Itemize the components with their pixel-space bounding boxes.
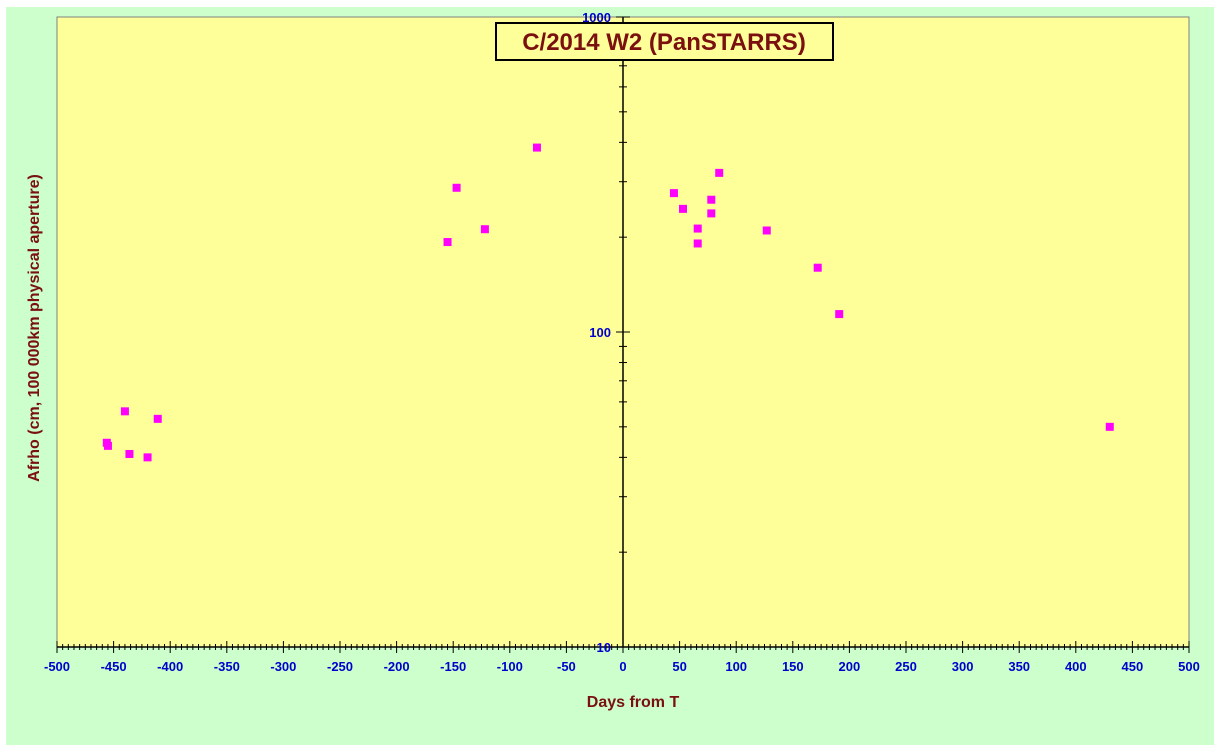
data-point	[762, 226, 771, 235]
y-tick-label: 10	[597, 640, 611, 655]
axes-group: -500 -450 -400 -350 -300 -250 -200 -150 -100 -50 0…	[44, 10, 1200, 674]
data-point	[143, 453, 152, 462]
x-tick-label: 50	[672, 659, 686, 674]
data-point	[707, 195, 716, 204]
y-tick-label: 1000	[582, 10, 611, 25]
x-tick-label: 300	[952, 659, 974, 674]
data-point	[669, 189, 678, 198]
data-point	[715, 168, 724, 177]
x-tick-label: 400	[1065, 659, 1087, 674]
x-tick-label: -350	[214, 659, 240, 674]
data-point	[480, 225, 489, 234]
x-tick-label: 500	[1178, 659, 1200, 674]
x-tick-label: 200	[839, 659, 861, 674]
y-axis-title: Afrho (cm, 100 000km physical aperture)	[26, 174, 43, 482]
x-tick-label: 100	[725, 659, 747, 674]
data-point	[153, 414, 162, 423]
data-point	[813, 263, 822, 272]
data-points-group	[102, 143, 1114, 462]
x-tick-label: -450	[101, 659, 127, 674]
x-tick-label: 250	[895, 659, 917, 674]
data-point	[103, 441, 112, 450]
data-point	[835, 310, 844, 319]
data-point	[707, 209, 716, 218]
chart-title: C/2014 W2 (PanSTARRS)	[522, 29, 806, 56]
chart-title-box: C/2014 W2 (PanSTARRS)	[495, 22, 834, 61]
y-tick-label: 100	[589, 325, 611, 340]
data-point	[452, 183, 461, 192]
x-tick-label: 150	[782, 659, 804, 674]
x-tick-label: -200	[384, 659, 410, 674]
x-tick-label: 0	[619, 659, 626, 674]
data-point	[693, 224, 702, 233]
data-point	[532, 143, 541, 152]
x-tick-label: 450	[1122, 659, 1144, 674]
data-point	[678, 204, 687, 213]
data-point	[443, 238, 452, 247]
x-axis-title: Days from T	[587, 694, 680, 711]
x-tick-label: -100	[497, 659, 523, 674]
x-tick-label: -400	[157, 659, 183, 674]
x-tick-label: -50	[557, 659, 576, 674]
x-tick-label: -150	[440, 659, 466, 674]
data-point	[125, 449, 134, 458]
data-point	[1105, 422, 1114, 431]
x-tick-label: -300	[270, 659, 296, 674]
x-tick-label: -500	[44, 659, 70, 674]
data-point	[693, 239, 702, 248]
x-tick-label: -250	[327, 659, 353, 674]
chart-title-frame	[495, 22, 834, 61]
data-point	[120, 407, 129, 416]
x-tick-label: 350	[1008, 659, 1030, 674]
